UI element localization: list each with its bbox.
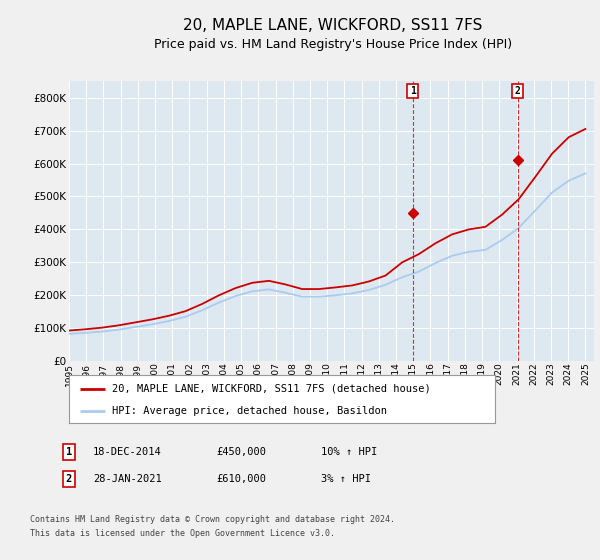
Text: Contains HM Land Registry data © Crown copyright and database right 2024.: Contains HM Land Registry data © Crown c… (30, 515, 395, 524)
Text: 2: 2 (66, 474, 72, 484)
Text: 2: 2 (515, 86, 521, 96)
Text: 20, MAPLE LANE, WICKFORD, SS11 7FS (detached house): 20, MAPLE LANE, WICKFORD, SS11 7FS (deta… (112, 384, 430, 394)
Text: HPI: Average price, detached house, Basildon: HPI: Average price, detached house, Basi… (112, 406, 386, 416)
Text: £450,000: £450,000 (216, 447, 266, 457)
Text: This data is licensed under the Open Government Licence v3.0.: This data is licensed under the Open Gov… (30, 529, 335, 538)
Text: Price paid vs. HM Land Registry's House Price Index (HPI): Price paid vs. HM Land Registry's House … (154, 38, 512, 50)
Text: 1: 1 (410, 86, 416, 96)
Text: 10% ↑ HPI: 10% ↑ HPI (321, 447, 377, 457)
Text: £610,000: £610,000 (216, 474, 266, 484)
Text: 1: 1 (66, 447, 72, 457)
Text: 20, MAPLE LANE, WICKFORD, SS11 7FS: 20, MAPLE LANE, WICKFORD, SS11 7FS (184, 18, 482, 33)
Text: 28-JAN-2021: 28-JAN-2021 (93, 474, 162, 484)
Text: 18-DEC-2014: 18-DEC-2014 (93, 447, 162, 457)
Text: 3% ↑ HPI: 3% ↑ HPI (321, 474, 371, 484)
